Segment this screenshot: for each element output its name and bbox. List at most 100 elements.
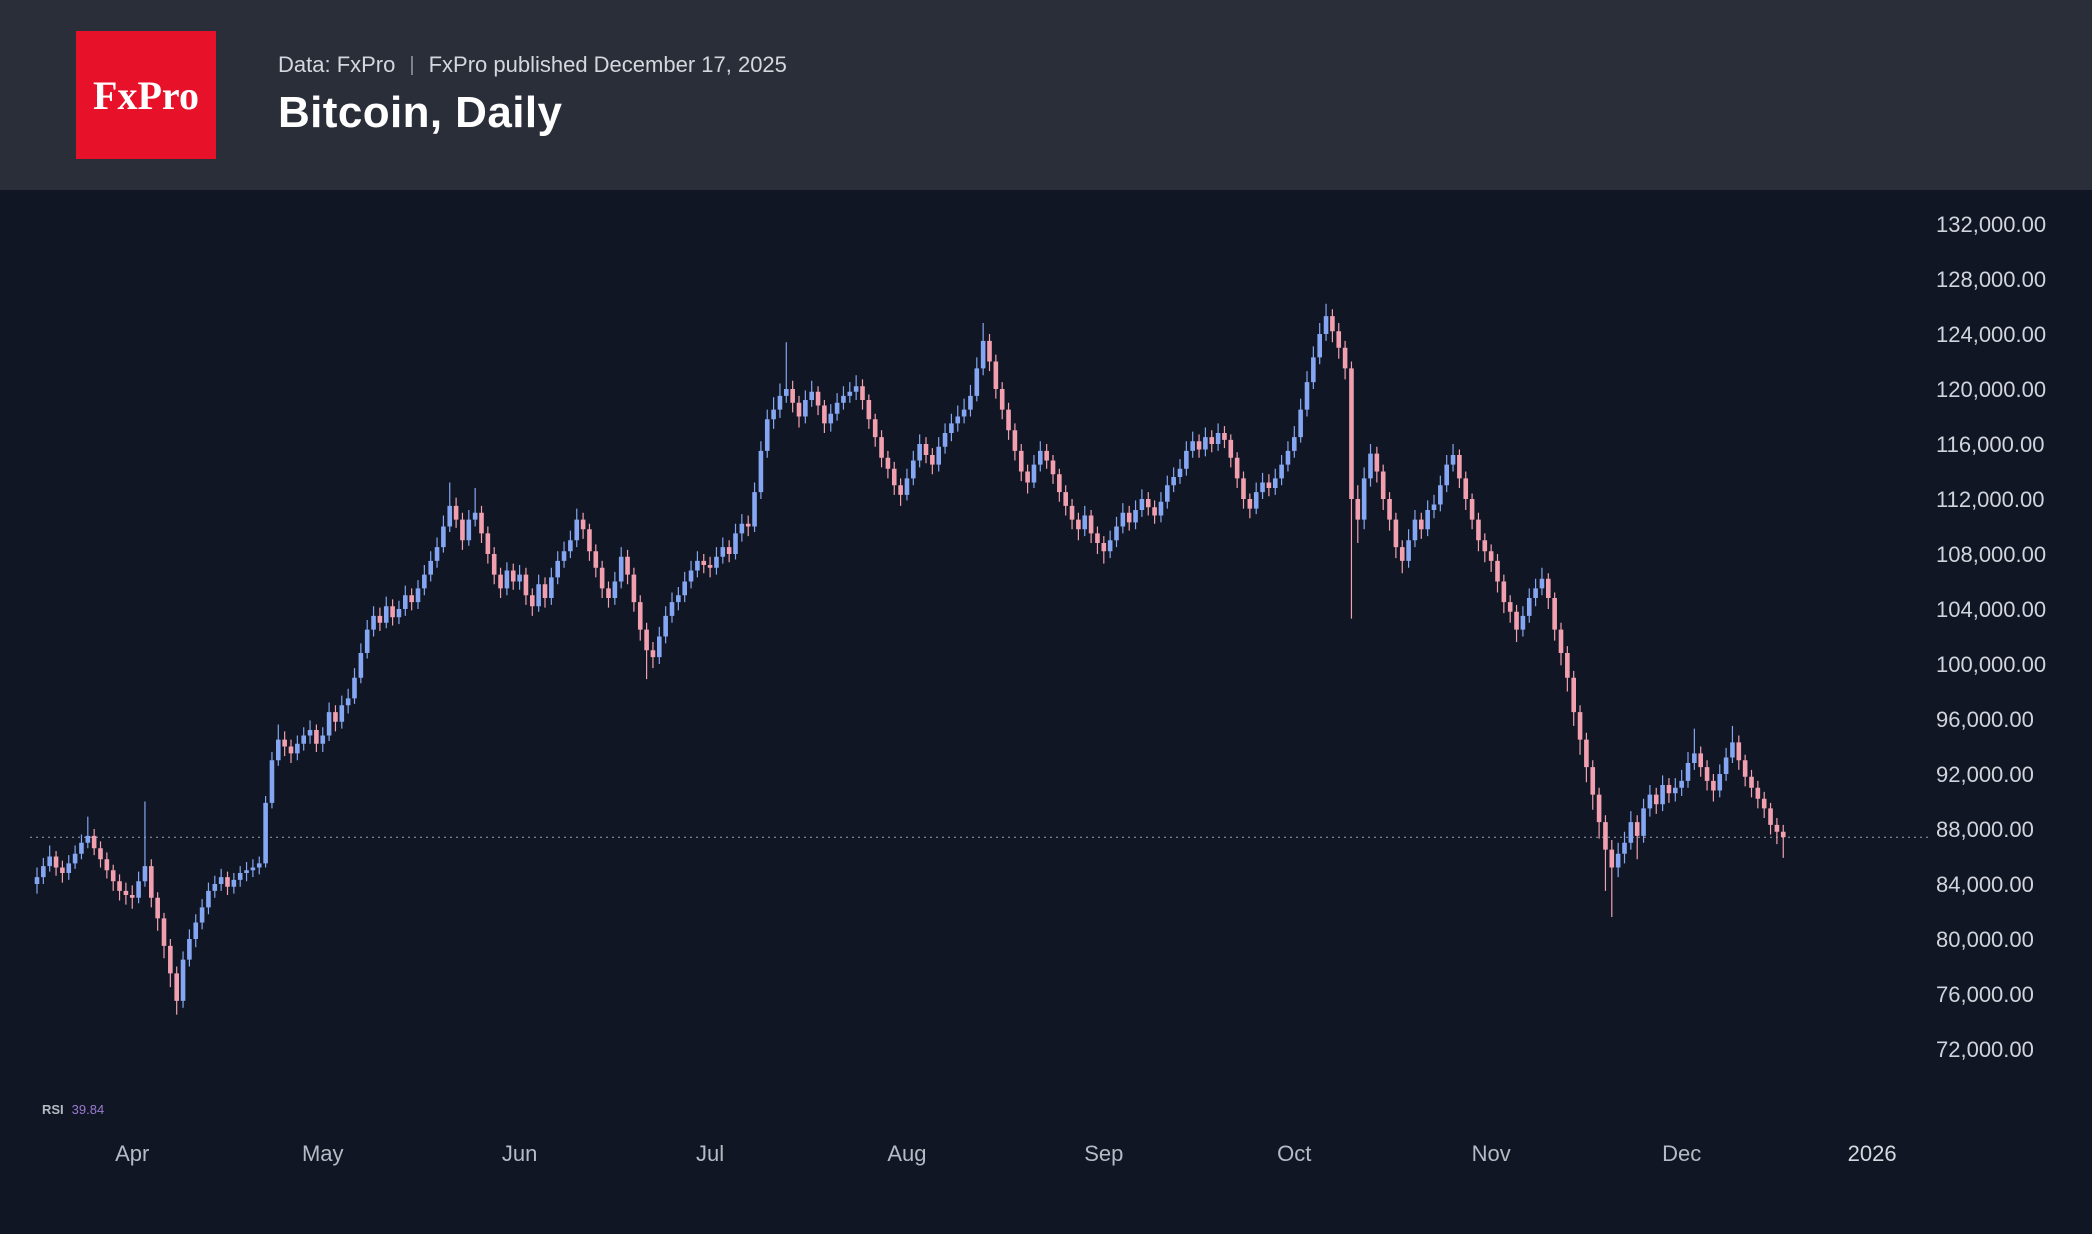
candle-body <box>1031 464 1037 483</box>
y-axis-label: 72,000.00 <box>1936 1037 2034 1062</box>
candle-body <box>942 433 948 447</box>
candle-body <box>1628 822 1634 843</box>
data-source-label: Data: FxPro <box>278 52 396 77</box>
candle-body <box>1228 439 1234 458</box>
candle-body <box>1349 368 1354 499</box>
y-axis-label: 88,000.00 <box>1936 817 2034 842</box>
candle-body <box>758 450 764 493</box>
candle-body <box>466 519 472 541</box>
candle-body <box>1076 519 1081 530</box>
candle-body <box>1495 560 1500 582</box>
candle-body <box>866 400 872 420</box>
candle-body <box>720 547 726 557</box>
candle-body <box>1272 478 1278 488</box>
candle-body <box>688 570 694 582</box>
candle-body <box>1387 499 1392 520</box>
candle-body <box>1393 519 1399 548</box>
x-axis-label: Jul <box>696 1141 724 1166</box>
candle-body <box>1222 433 1227 440</box>
candle-body <box>930 455 935 465</box>
candle-body <box>1158 501 1164 516</box>
candle-body <box>1133 510 1138 523</box>
candle-body <box>904 478 910 495</box>
candle-body <box>663 615 668 637</box>
candle-body <box>1298 409 1303 438</box>
y-axis-label: 128,000.00 <box>1936 267 2046 292</box>
candle-body <box>669 602 675 616</box>
candle-body <box>428 560 433 575</box>
candle-body <box>1609 849 1615 868</box>
candle-body <box>1304 382 1310 410</box>
x-axis-label: Apr <box>115 1141 149 1166</box>
candle-body <box>1736 742 1742 761</box>
y-axis-label: 80,000.00 <box>1936 927 2034 952</box>
candle-body <box>1184 450 1189 469</box>
y-axis-label: 100,000.00 <box>1936 652 2046 677</box>
candle-body <box>1038 450 1043 465</box>
candle-body <box>136 881 141 898</box>
candle-body <box>472 512 478 520</box>
candle-body <box>1082 515 1088 530</box>
candle-body <box>1095 533 1100 543</box>
candle-body <box>434 547 440 561</box>
candle-body <box>1469 499 1475 520</box>
candle-body <box>1577 712 1583 740</box>
candle-body <box>923 444 929 455</box>
fxpro-logo: FxPro <box>76 31 216 159</box>
candle-body <box>1399 547 1405 561</box>
candle-body <box>1673 787 1678 794</box>
candle-body <box>1660 785 1665 805</box>
candle-body <box>637 602 643 630</box>
candle-body <box>1590 767 1596 795</box>
candle-body <box>288 746 294 754</box>
candle-body <box>1355 499 1361 520</box>
candle-body <box>98 848 103 860</box>
candle-body <box>612 581 618 598</box>
candle-body <box>1711 780 1716 791</box>
candle-body <box>682 581 687 596</box>
x-axis-label: Sep <box>1084 1141 1123 1166</box>
candle-body <box>383 606 389 623</box>
candle-body <box>1260 482 1265 493</box>
candle-body <box>34 877 40 884</box>
candle-body <box>1603 822 1608 850</box>
candle-body <box>631 574 637 603</box>
candle-body <box>441 526 446 548</box>
candle-body <box>1057 474 1062 493</box>
candle-body <box>85 835 91 843</box>
candle-body <box>168 945 173 974</box>
candle-body <box>542 584 548 598</box>
candle-body <box>155 897 160 919</box>
candle-body <box>129 895 135 898</box>
candle-body <box>707 565 713 568</box>
rsi-row: RSI 39.84 <box>42 1102 104 1117</box>
candle-body <box>777 395 783 410</box>
candle-body <box>339 705 345 722</box>
y-axis-label: 76,000.00 <box>1936 982 2034 1007</box>
candle-body <box>1209 437 1215 444</box>
candle-body <box>396 609 402 618</box>
source-line: Data: FxPro | FxPro published December 1… <box>278 52 787 78</box>
candle-body <box>1622 842 1627 854</box>
candle-body <box>371 615 376 630</box>
candle-body <box>422 574 427 589</box>
candle-body <box>231 879 237 887</box>
candle-body <box>91 835 97 849</box>
candle-body <box>676 595 681 603</box>
candle-body <box>809 391 814 400</box>
candle-body <box>47 856 52 867</box>
candle-body <box>218 877 224 884</box>
candle-body <box>885 457 891 469</box>
candle-body <box>936 446 941 465</box>
candle-body <box>714 556 719 568</box>
candle-body <box>841 395 846 403</box>
candle-body <box>1145 499 1151 508</box>
candle-body <box>891 468 897 486</box>
candle-body <box>1361 478 1367 520</box>
candle-body <box>726 547 732 554</box>
candle-body <box>504 570 510 589</box>
candle-body <box>1190 441 1195 451</box>
candle-body <box>1279 464 1284 479</box>
